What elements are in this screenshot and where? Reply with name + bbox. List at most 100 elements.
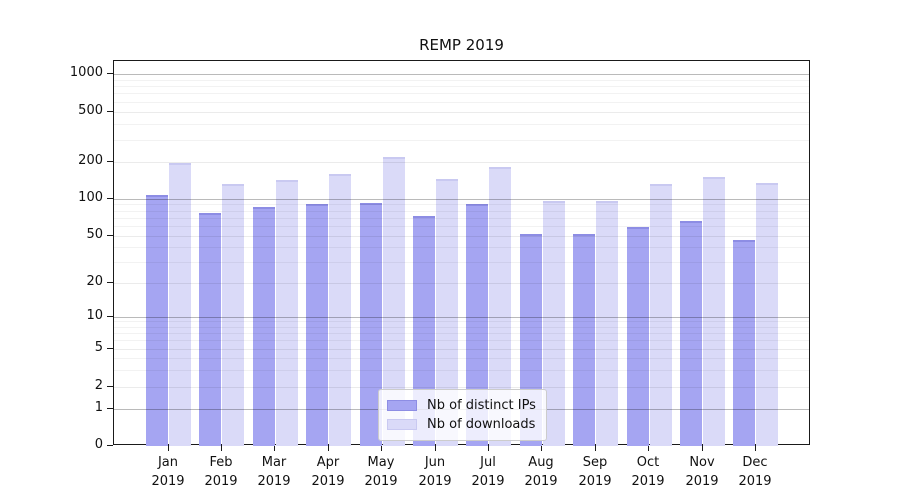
bar-distinct-ips-apr [306,204,328,446]
bar-distinct-ips-jan [146,195,168,446]
minor-gridline [114,358,809,359]
chart-title: REMP 2019 [419,36,504,54]
bar-downloads-nov [703,177,725,446]
legend-swatch-downloads-icon [387,419,417,430]
x-axis-tick-label: Jan 2019 [141,453,195,491]
y-tick-mark [107,316,113,317]
y-tick-mark [107,161,113,162]
bar-distinct-ips-jul [466,204,488,446]
x-axis-tick-label: Oct 2019 [621,453,675,491]
major-gridline [114,74,809,75]
minor-gridline [114,370,809,371]
x-tick-year: 2019 [471,474,505,489]
plot-area [113,60,810,446]
x-tick-mark [221,445,222,451]
x-tick-mark [328,445,329,451]
minor-gridline [114,140,809,141]
minor-gridline [114,86,809,87]
bar-distinct-ips-feb [199,213,221,446]
x-axis-tick-label: Nov 2019 [675,453,729,491]
bar-distinct-ips-may [360,203,382,446]
bar-distinct-ips-oct [627,227,649,446]
x-axis-tick-label: Feb 2019 [194,453,248,491]
x-tick-month: May [367,455,395,470]
x-tick-month: Oct [636,455,660,470]
x-tick-mark [274,445,275,451]
bar-downloads-may [383,157,405,446]
legend-label-downloads: Nb of downloads [427,417,536,432]
x-tick-mark [702,445,703,451]
x-tick-mark [168,445,169,451]
bar-downloads-jan [169,163,191,446]
x-tick-year: 2019 [524,474,558,489]
x-tick-month: Feb [209,455,233,470]
major-gridline [114,387,809,388]
minor-gridline [114,218,809,219]
minor-gridline [114,262,809,263]
x-tick-month: Jan [157,455,179,470]
bar-distinct-ips-dec [733,240,755,446]
legend-swatch-distinct-ips-icon [387,400,417,411]
minor-gridline [114,102,809,103]
y-tick-mark [107,111,113,112]
minor-gridline [114,204,809,205]
x-tick-year: 2019 [578,474,612,489]
y-tick-mark [107,445,113,446]
x-tick-year: 2019 [685,474,719,489]
bar-downloads-oct [650,184,672,446]
legend: Nb of distinct IPs Nb of downloads [378,389,547,441]
bar-distinct-ips-sep [573,234,595,446]
bar-downloads-dec [756,183,778,446]
y-axis-tick-label: 0 [94,437,103,452]
bar-downloads-feb [222,184,244,446]
x-axis-tick-label: Dec 2019 [728,453,782,491]
x-axis-tick-label: Apr 2019 [301,453,355,491]
x-axis-tick-label: Aug 2019 [514,453,568,491]
y-axis-tick-label: 50 [86,227,103,242]
y-axis-tick-label: 5 [94,340,103,355]
x-tick-year: 2019 [418,474,452,489]
y-axis-tick-label: 10 [86,308,103,323]
x-tick-mark [595,445,596,451]
major-gridline [114,236,809,237]
y-tick-mark [107,348,113,349]
x-tick-month: Nov [689,455,715,470]
minor-gridline [114,211,809,212]
x-tick-year: 2019 [204,474,238,489]
major-gridline [114,199,809,200]
minor-gridline [114,340,809,341]
x-tick-month: Sep [582,455,608,470]
x-axis-tick-label: Sep 2019 [568,453,622,491]
bar-downloads-apr [329,174,351,446]
x-tick-year: 2019 [738,474,772,489]
y-tick-mark [107,235,113,236]
y-axis-tick-label: 100 [78,190,103,205]
x-axis-tick-label: Jul 2019 [461,453,515,491]
bar-distinct-ips-mar [253,207,275,446]
legend-item-downloads: Nb of downloads [387,416,536,433]
x-tick-mark [381,445,382,451]
minor-gridline [114,226,809,227]
x-tick-month: Mar [261,455,287,470]
y-tick-mark [107,408,113,409]
bar-distinct-ips-jun [413,216,435,446]
x-axis-tick-label: May 2019 [354,453,408,491]
major-gridline [114,283,809,284]
bar-downloads-mar [276,180,298,446]
bar-downloads-jun [436,179,458,446]
legend-item-distinct-ips: Nb of distinct IPs [387,397,536,414]
bar-downloads-jul [489,167,511,446]
x-tick-month: Aug [528,455,554,470]
x-tick-month: Dec [742,455,768,470]
y-axis-tick-label: 2 [94,378,103,393]
x-tick-mark [648,445,649,451]
x-tick-year: 2019 [364,474,398,489]
y-axis-tick-label: 1 [94,400,103,415]
x-tick-year: 2019 [631,474,665,489]
x-tick-mark [435,445,436,451]
x-tick-year: 2019 [151,474,185,489]
major-gridline [114,112,809,113]
minor-gridline [114,80,809,81]
y-axis-tick-label: 20 [86,274,103,289]
